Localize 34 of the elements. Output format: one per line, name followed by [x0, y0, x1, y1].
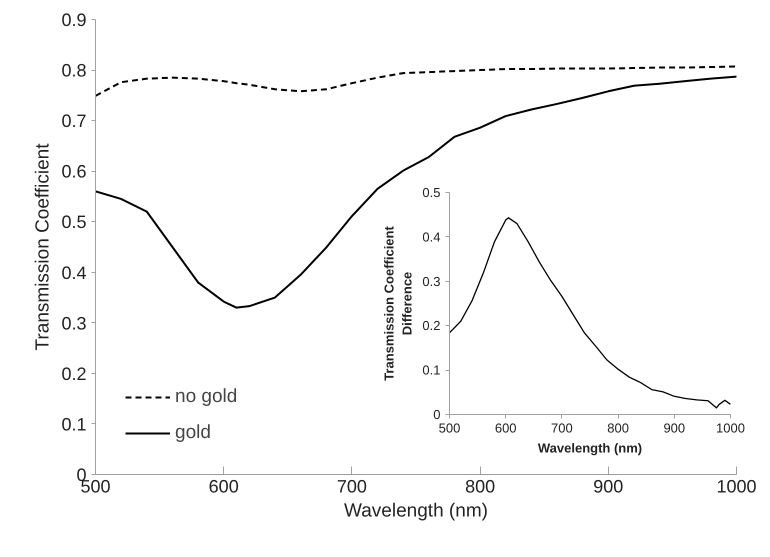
y-tick-label: 0.3 [422, 274, 441, 289]
y-tick-label: 0.2 [422, 318, 441, 334]
y-tick-label: 0 [433, 407, 441, 422]
x-tick-label: 1000 [716, 420, 745, 436]
y-axis-title: Transmission Coefficient [32, 142, 54, 350]
y-tick-label: 0.1 [61, 414, 87, 434]
y-tick-label: 0.4 [61, 262, 87, 283]
y-tick-label: 0.2 [61, 364, 87, 384]
x-tick-label: 600 [494, 420, 517, 436]
x-axis-title: Wavelength (nm) [344, 500, 488, 522]
x-tick-label: 800 [607, 420, 629, 436]
x-tick-label: 700 [336, 476, 367, 496]
y-tick-label: 0.6 [61, 162, 87, 182]
x-tick-label: 500 [438, 420, 460, 436]
y-tick-label: 0.5 [422, 185, 441, 200]
x-tick-label: 600 [208, 476, 239, 496]
x-tick-label: 1000 [716, 476, 757, 496]
y-axis-title: Transmission Coefficient Difference [381, 226, 414, 381]
y-tick-label: 0.8 [61, 60, 87, 81]
legend-label: gold [175, 422, 211, 444]
x-tick-label: 700 [551, 420, 573, 436]
line-series [96, 66, 736, 97]
x-tick-label: 900 [663, 420, 686, 436]
y-tick-label: 0.5 [61, 212, 87, 232]
x-tick-label: 800 [465, 476, 496, 496]
y-tick-label: 0.1 [422, 362, 441, 378]
y-tick-label: 0.9 [61, 10, 87, 30]
y-tick-label: 0.7 [61, 111, 87, 132]
x-axis-title: Wavelength (nm) [538, 440, 642, 456]
y-tick-label: 0.3 [61, 313, 87, 334]
y-tick-label: 0.4 [422, 229, 441, 244]
legend-label: no gold [175, 386, 238, 408]
line-series [450, 217, 730, 408]
x-tick-label: 900 [593, 476, 624, 496]
